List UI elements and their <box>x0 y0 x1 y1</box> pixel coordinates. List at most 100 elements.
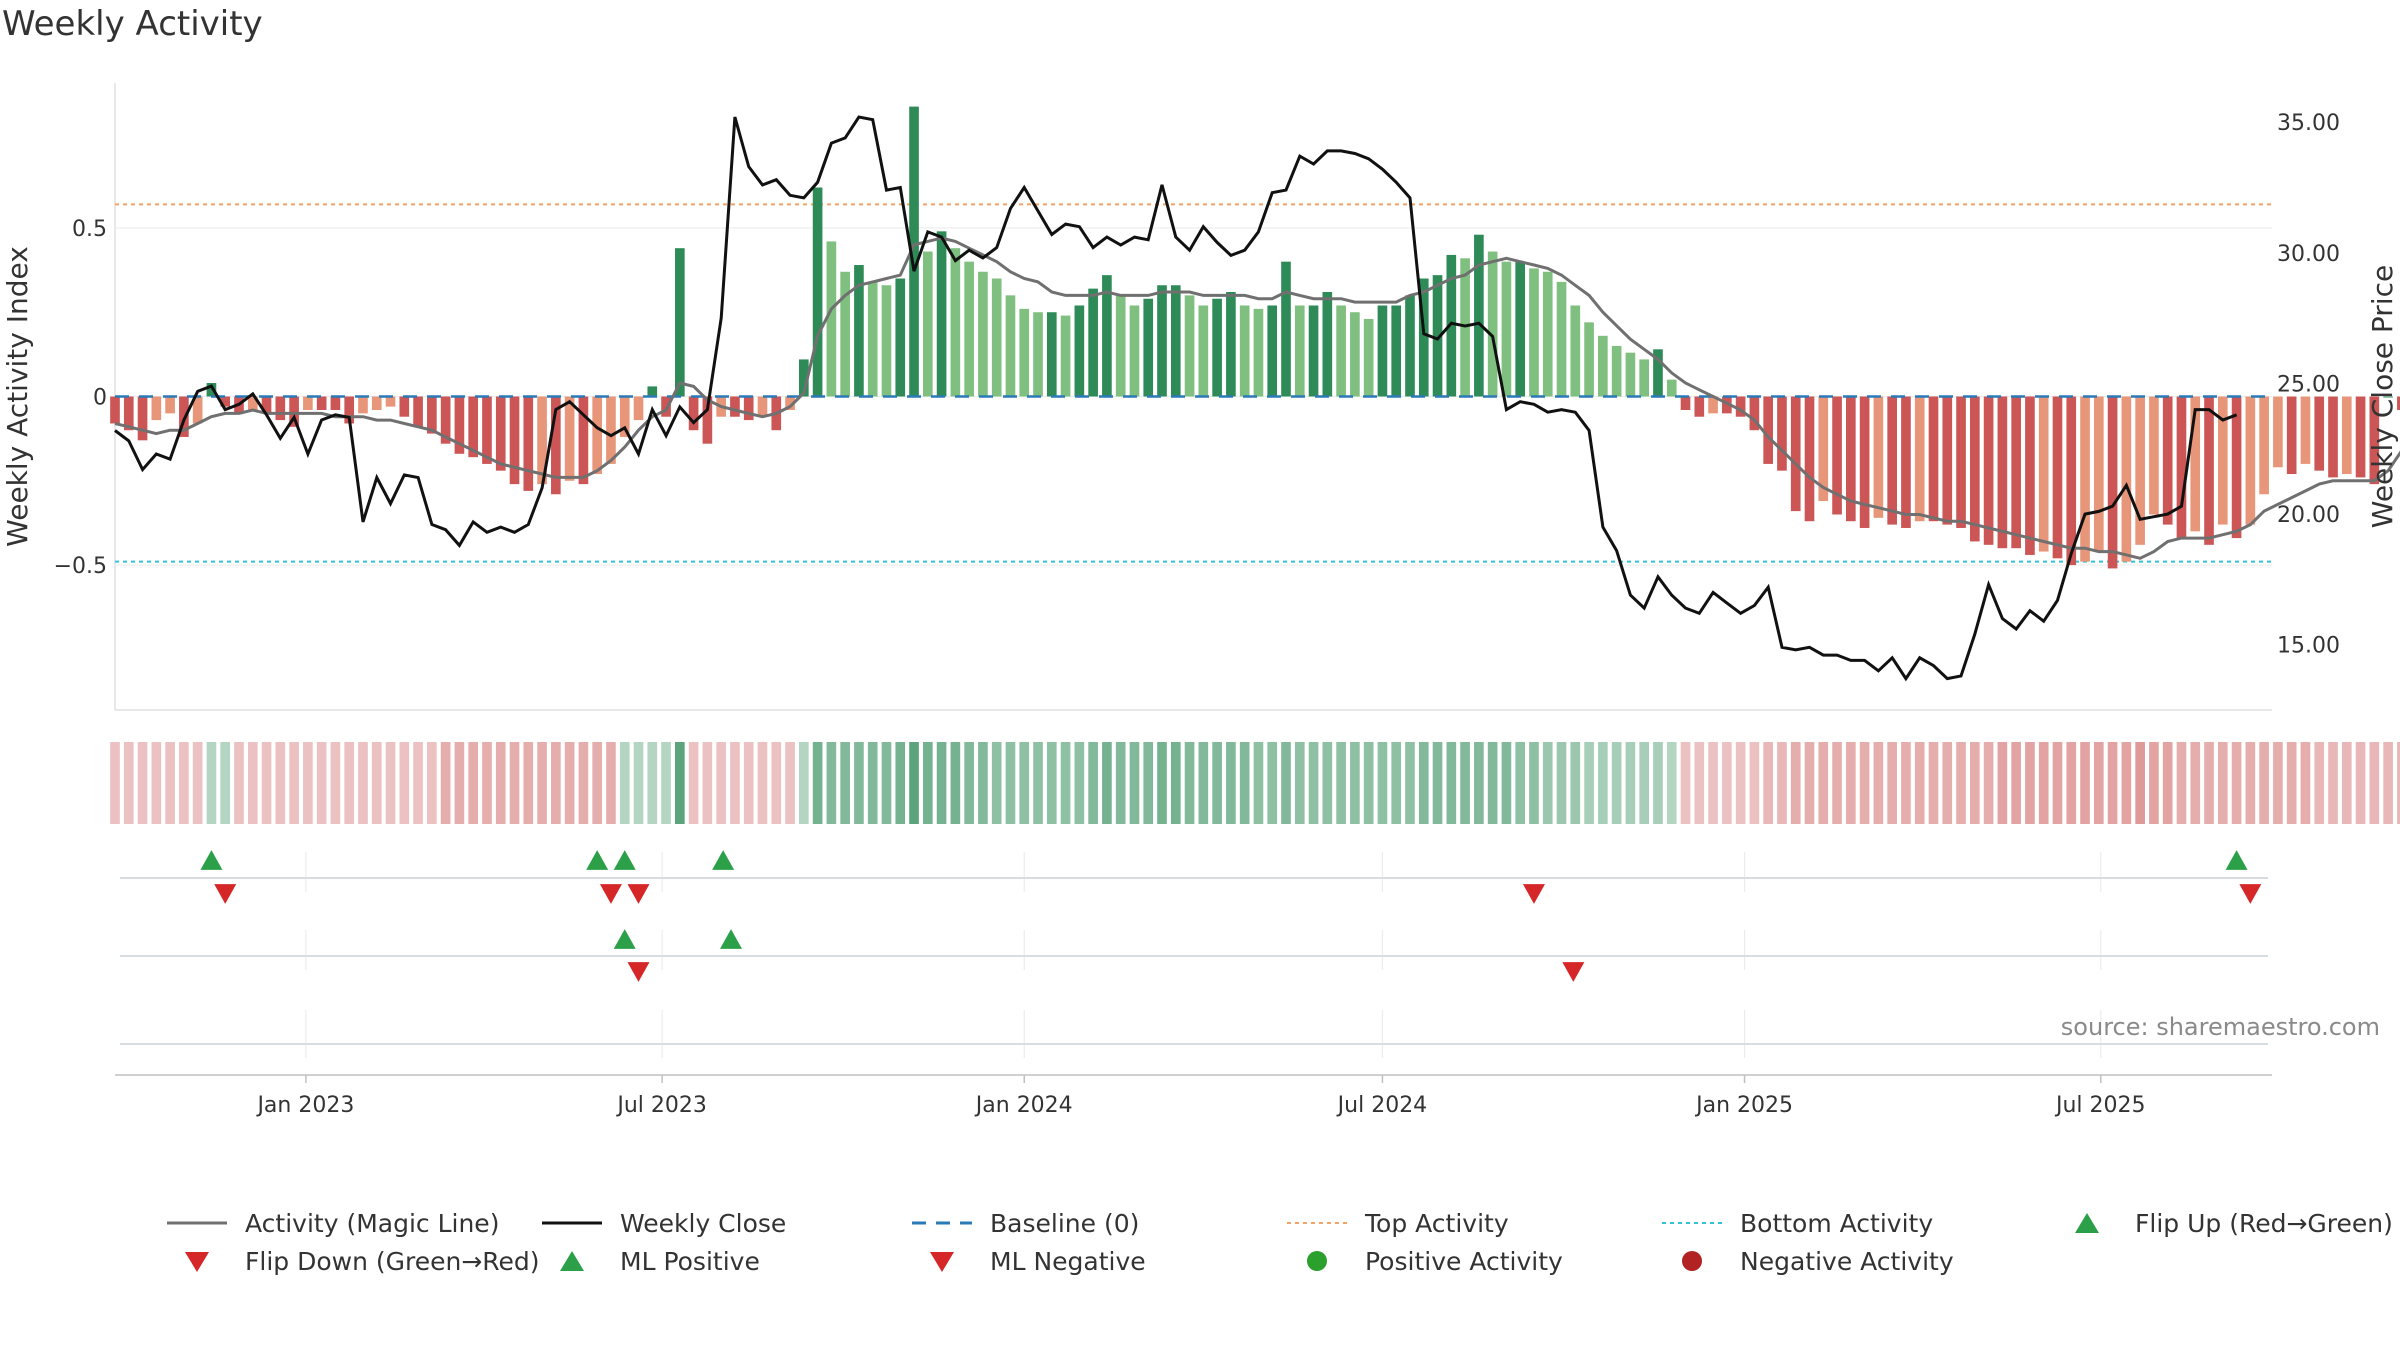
activity-bar <box>1294 305 1305 397</box>
activity-bar <box>261 396 272 414</box>
heat-strip-cell <box>1046 742 1057 824</box>
activity-bar <box>1956 396 1966 528</box>
heat-strip-cell <box>2025 742 2035 824</box>
activity-bar <box>385 396 396 407</box>
heat-strip-cell <box>1060 742 1071 824</box>
activity-bar <box>2107 396 2118 569</box>
activity-bar <box>1074 305 1085 397</box>
activity-bar <box>2052 396 2063 559</box>
legend-item-bottom-line: Bottom Activity <box>1660 1204 1933 1242</box>
activity-bar <box>1170 285 1181 397</box>
heat-strip-cell <box>1294 742 1305 824</box>
activity-bar <box>1019 308 1030 397</box>
heat-strip-cell <box>110 742 120 824</box>
activity-bar <box>840 271 850 397</box>
activity-bar <box>2093 396 2104 552</box>
activity-bar <box>1487 251 1498 397</box>
heat-strip-cell <box>482 742 492 824</box>
y-axis-title: Weekly Activity Index <box>1 246 34 547</box>
heat-strip-cell <box>413 742 423 824</box>
heat-strip-cell <box>2245 742 2256 824</box>
activity-bar <box>1970 396 1980 542</box>
legend-item-flip-down: Flip Down (Green→Red) <box>165 1242 540 1280</box>
heat-strip-cell <box>2397 742 2400 824</box>
activity-bar <box>1598 335 1608 397</box>
activity-bar <box>2038 396 2049 552</box>
legend-item-top-line: Top Activity <box>1285 1204 1509 1242</box>
activity-bar <box>482 396 492 464</box>
activity-bar <box>454 396 465 454</box>
y-tick-label: −0.5 <box>54 554 107 579</box>
activity-bar <box>1584 322 1594 397</box>
heat-strip-cell <box>675 742 685 824</box>
activity-bar <box>991 278 1002 397</box>
legend-item-ml-negative: ML Negative <box>910 1242 1146 1280</box>
legend-item-baseline: Baseline (0) <box>910 1204 1139 1242</box>
heat-strip-cell <box>1129 742 1140 824</box>
legend-item-ml-positive: ML Positive <box>540 1242 760 1280</box>
heat-strip-cell <box>2286 742 2297 824</box>
heat-strip-cell <box>1942 742 1953 824</box>
activity-bar <box>909 106 919 397</box>
activity-bar <box>619 396 630 437</box>
heat-strip-cell <box>730 742 740 824</box>
heat-strip-cell <box>702 742 713 824</box>
activity-bar <box>1570 305 1581 397</box>
heat-strip-cell <box>1432 742 1443 824</box>
activity-bar <box>702 396 713 444</box>
activity-bar <box>2204 396 2214 545</box>
activity-bar <box>2300 396 2311 464</box>
heat-strip-cell <box>275 742 286 824</box>
activity-bar <box>578 396 589 485</box>
flip-down-marker <box>1522 884 1545 904</box>
activity-bar <box>606 396 616 464</box>
heat-strip-cell <box>1611 742 1622 824</box>
activity-bar <box>1212 298 1222 397</box>
flip-up-marker <box>2225 850 2248 870</box>
heat-strip-cell <box>220 742 231 824</box>
activity-bar <box>2328 396 2338 478</box>
activity-bar <box>316 396 327 410</box>
heat-strip-cell <box>2080 742 2090 824</box>
activity-bar <box>633 396 644 421</box>
heat-strip-cell <box>606 742 616 824</box>
heat-strip-cell <box>2355 742 2366 824</box>
heat-strip-cell <box>1928 742 1939 824</box>
activity-bar <box>2135 396 2145 545</box>
heat-strip-cell <box>1391 742 1402 824</box>
x-tick-label: Jul 2023 <box>615 1093 707 1118</box>
flip-up-marker <box>586 850 609 870</box>
heat-strip-cell <box>1184 742 1195 824</box>
activity-bar <box>1198 305 1209 397</box>
activity-bar <box>2245 396 2256 525</box>
activity-bar <box>1556 281 1567 397</box>
activity-bar <box>1336 305 1346 397</box>
heat-strip-cell <box>206 742 217 824</box>
activity-bar <box>592 396 602 475</box>
activity-bar <box>564 396 575 481</box>
heat-strip-cell <box>1735 742 1746 824</box>
heat-strip-cell <box>2231 742 2242 824</box>
activity-bar <box>785 396 795 410</box>
heat-strip-cell <box>1529 742 1539 824</box>
heat-strip-cell <box>371 742 382 824</box>
activity-bar <box>895 278 906 397</box>
heat-strip-cell <box>895 742 906 824</box>
legend-label: Baseline (0) <box>990 1208 1140 1238</box>
y2-tick-label: 25.00 <box>2277 372 2340 397</box>
activity-bar <box>1184 295 1195 397</box>
activity-bar <box>799 359 809 397</box>
activity-bar <box>675 248 685 397</box>
heat-strip-cell <box>440 742 451 824</box>
heat-strip-cell <box>2273 742 2283 824</box>
heat-strip-cell <box>633 742 644 824</box>
legend-swatch <box>185 1252 209 1272</box>
activity-bar <box>1611 345 1622 397</box>
heat-strip-cell <box>1157 742 1167 824</box>
heat-strip-cell <box>964 742 974 824</box>
heat-strip-cell <box>2162 742 2173 824</box>
legend-label: Top Activity <box>1365 1208 1509 1238</box>
heat-strip-cell <box>1212 742 1222 824</box>
activity-bar <box>1722 396 1732 414</box>
activity-bar <box>1239 305 1250 397</box>
